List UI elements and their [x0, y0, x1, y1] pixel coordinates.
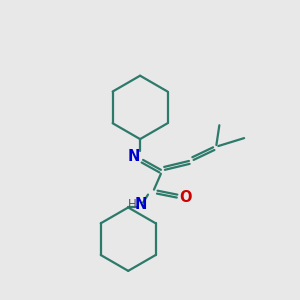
Text: N: N — [135, 197, 147, 212]
Text: H: H — [128, 198, 136, 211]
Text: N: N — [128, 149, 140, 164]
Text: O: O — [179, 190, 192, 205]
